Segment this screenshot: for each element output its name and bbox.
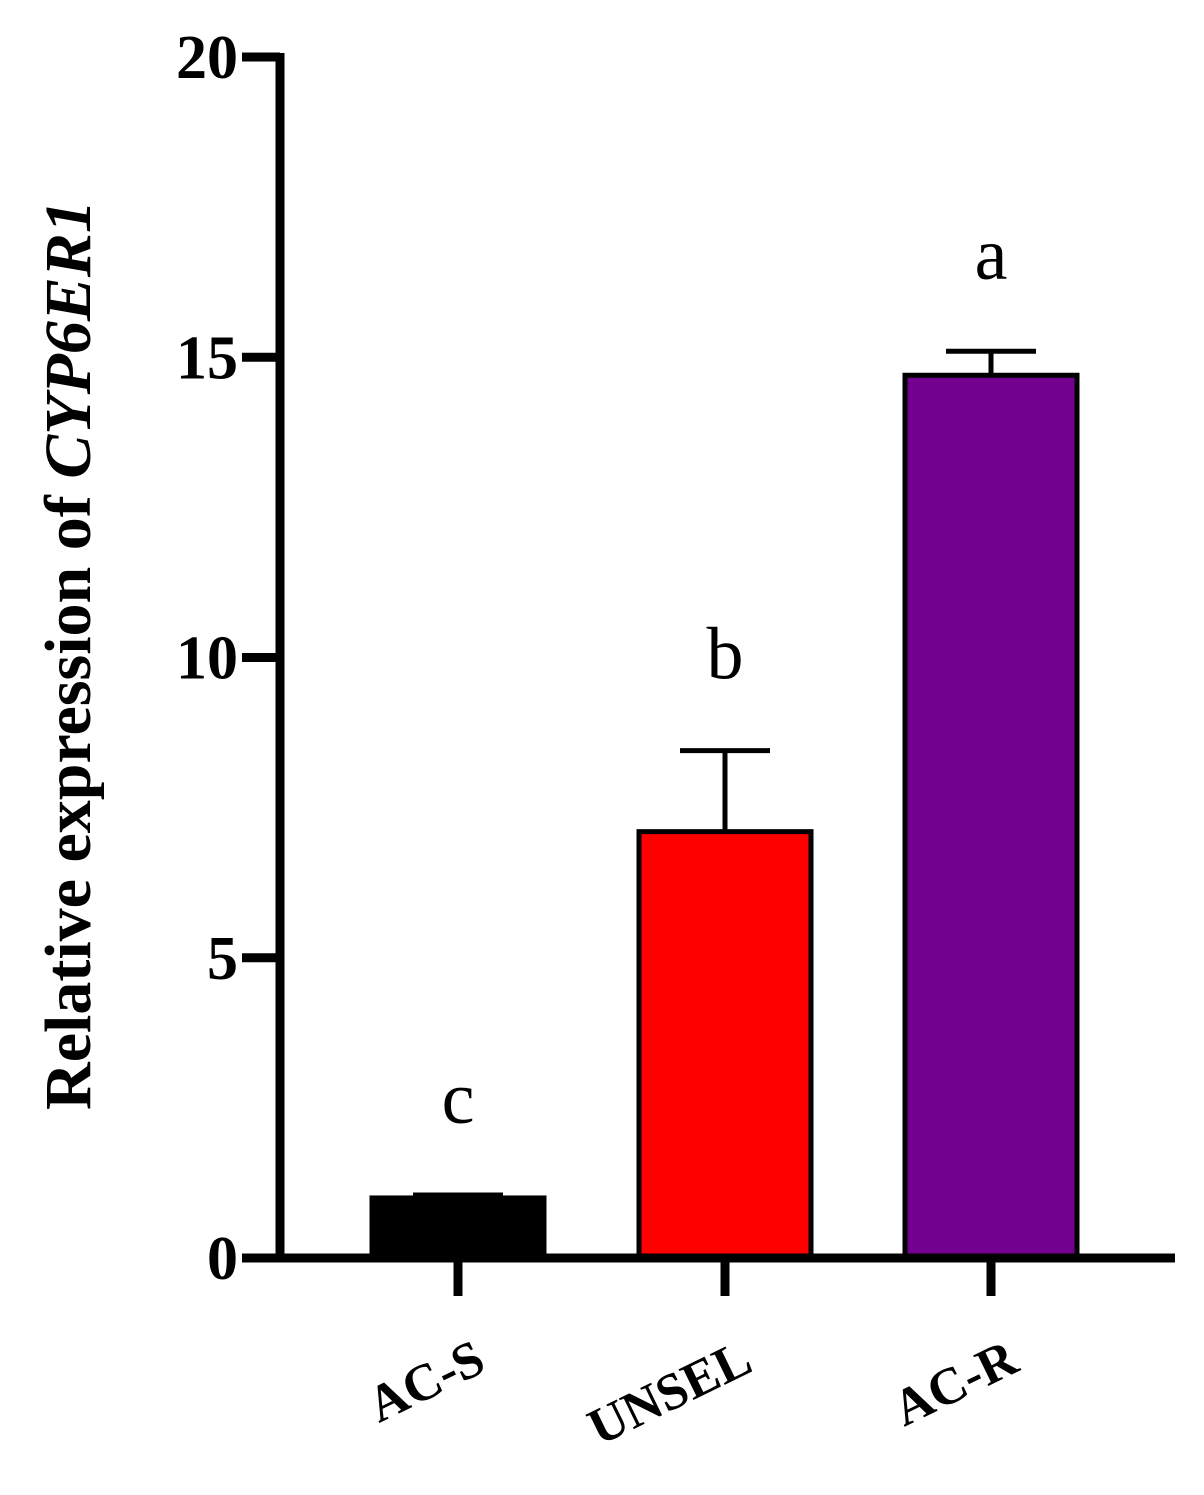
significance-label-ac-r: a: [975, 214, 1008, 296]
bar-ac-s: [369, 1195, 547, 1261]
bar-group-ac-r: a AC-R: [884, 214, 1080, 1438]
y-tick-label-20: 20: [176, 24, 238, 92]
y-tick-label-0: 0: [207, 1225, 238, 1293]
y-axis-label-prefix: Relative expression of: [32, 479, 105, 1110]
y-axis-label: Relative expression of CYP6ER1: [32, 200, 105, 1110]
y-tick-label-10: 10: [176, 625, 238, 693]
bar-group-ac-s: c AC-S: [359, 1058, 547, 1434]
x-tick-label-ac-s: AC-S: [359, 1330, 493, 1434]
y-axis-label-gene: CYP6ER1: [32, 200, 105, 479]
axes: [275, 53, 1175, 1263]
x-tick-label-unsel: UNSEL: [579, 1330, 760, 1457]
bar-unsel: [636, 829, 814, 1261]
bar-ac-r: [902, 372, 1080, 1261]
bar-group-unsel: b UNSEL: [579, 614, 814, 1457]
y-tick-label-5: 5: [207, 925, 238, 993]
bars: c AC-S b UNSEL a AC-R: [359, 214, 1080, 1457]
significance-label-ac-s: c: [442, 1058, 475, 1140]
y-axis-ticks: 0 5 10 15 20: [176, 24, 280, 1293]
y-tick-label-15: 15: [176, 324, 238, 392]
x-tick-label-ac-r: AC-R: [884, 1329, 1027, 1438]
significance-label-unsel: b: [707, 614, 744, 696]
